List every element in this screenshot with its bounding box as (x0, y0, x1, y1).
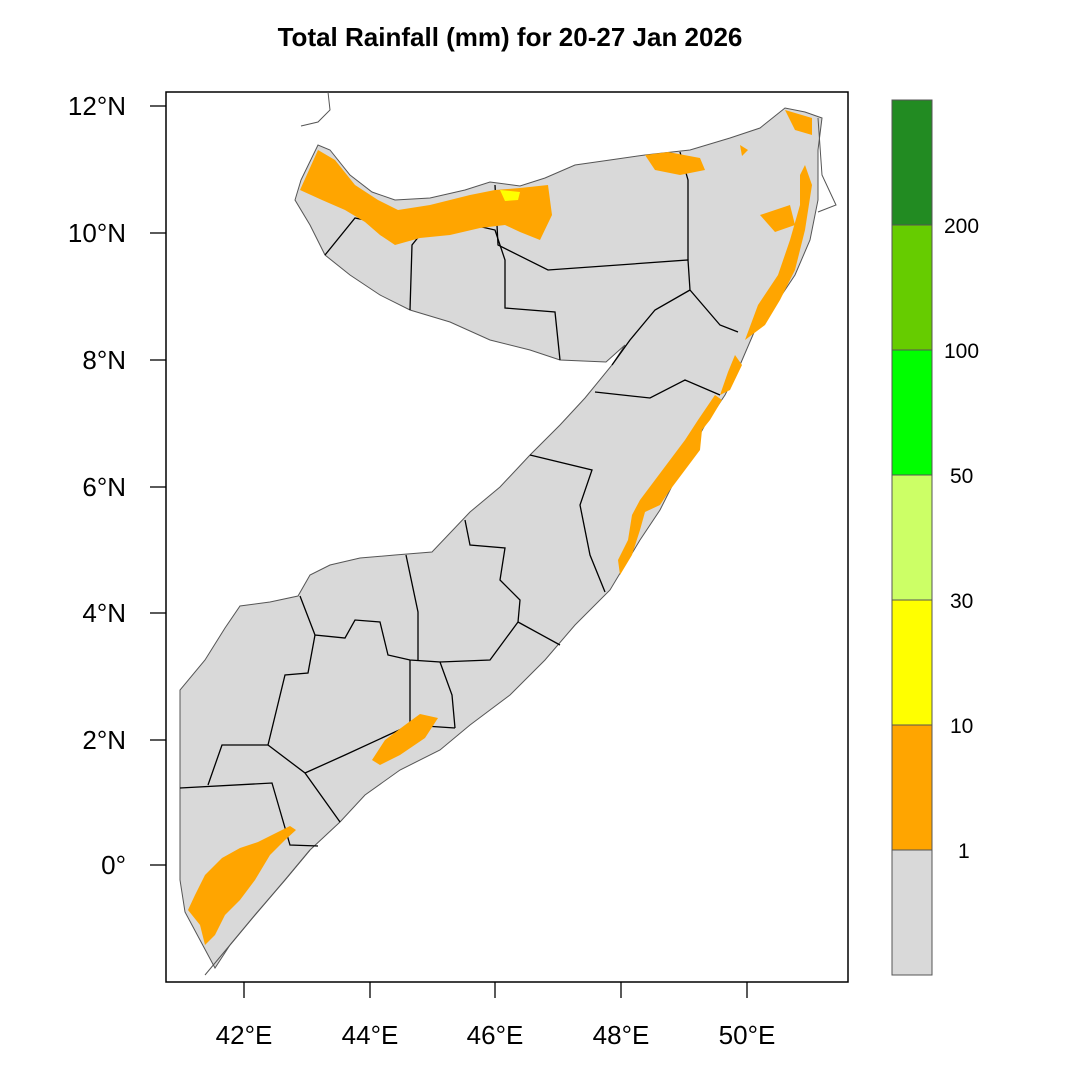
lon-tick-label: 46°E (467, 1020, 524, 1050)
colorbar-bin (891, 724, 933, 851)
rain-1-10 (188, 110, 812, 945)
lat-axis (150, 105, 166, 866)
lat-tick-label: 4°N (82, 598, 126, 628)
colorbar-label: 50 (950, 465, 973, 488)
admin-borders (179, 151, 739, 847)
colorbar-bin (891, 349, 933, 476)
colorbar-bin (891, 224, 933, 351)
colorbar-bin (891, 474, 933, 601)
lat-tick-label: 2°N (82, 725, 126, 755)
colorbar-label: 200 (944, 215, 979, 238)
colorbar-bin (891, 599, 933, 726)
lat-tick-label: 6°N (82, 472, 126, 502)
map-title: Total Rainfall (mm) for 20-27 Jan 2026 (278, 22, 743, 52)
lat-tick-label: 0° (101, 850, 126, 880)
lat-tick-label: 12°N (68, 91, 126, 121)
colorbar-label: 100 (944, 340, 979, 363)
colorbar-label: 30 (950, 590, 973, 613)
colorbar-bin (891, 849, 933, 976)
colorbar-label: 1 (958, 840, 970, 863)
lon-tick-label: 42°E (216, 1020, 273, 1050)
lon-tick-label: 44°E (342, 1020, 399, 1050)
rain-10-30 (500, 190, 520, 201)
coastline (204, 91, 837, 976)
lon-axis (243, 982, 748, 998)
colorbar-label: 10 (950, 715, 973, 738)
colorbar-bin (891, 99, 933, 226)
colorbar (891, 99, 933, 976)
lat-tick-label: 10°N (68, 218, 126, 248)
lat-tick-label: 8°N (82, 345, 126, 375)
lon-tick-label: 50°E (719, 1020, 776, 1050)
lon-tick-label: 48°E (593, 1020, 650, 1050)
